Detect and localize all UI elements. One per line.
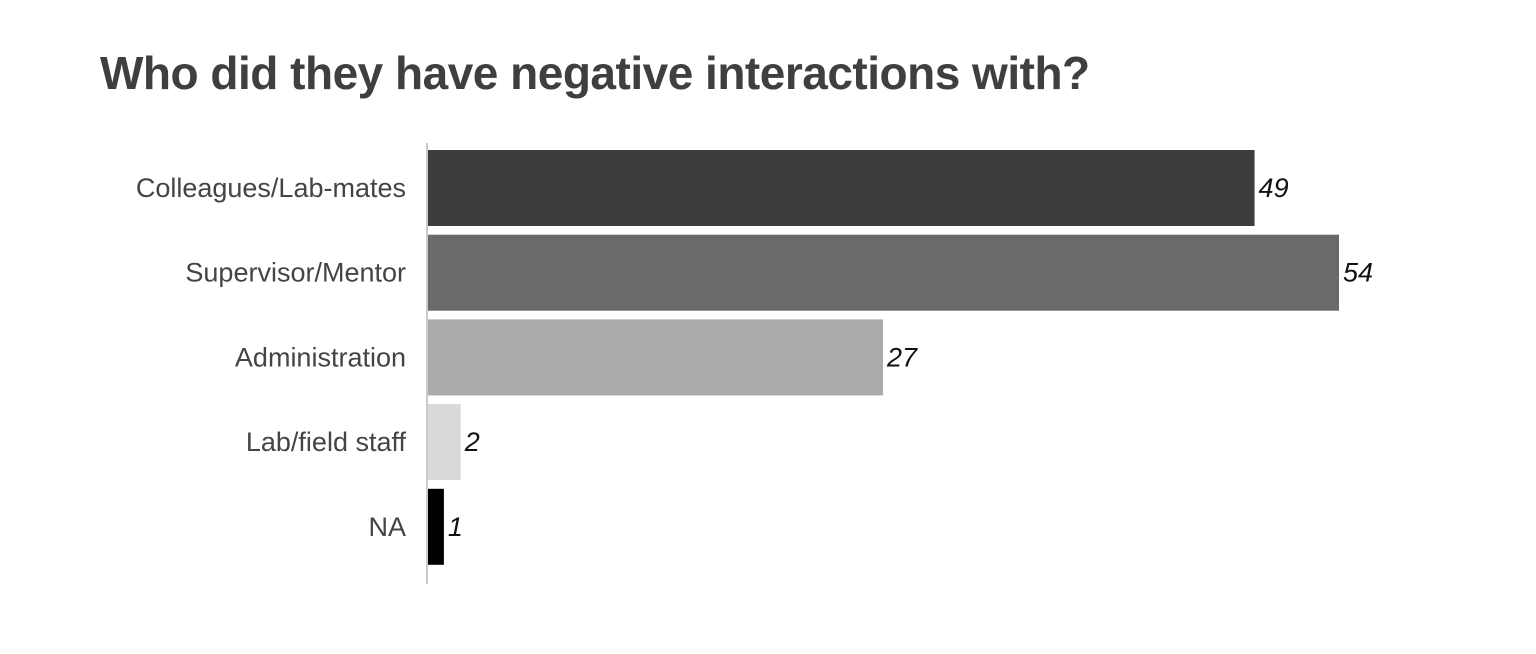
value-label: 2	[464, 427, 480, 457]
bars-layer: Colleagues/Lab-mates 49 Supervisor/Mentor 5…	[136, 150, 1373, 565]
category-label: NA	[368, 512, 406, 542]
bar	[427, 488, 444, 565]
value-label: 54	[1343, 258, 1373, 288]
category-label: Supervisor/Mentor	[185, 258, 406, 288]
bar	[427, 234, 1339, 311]
value-label: 27	[886, 342, 918, 372]
value-label: 1	[448, 512, 463, 542]
category-label: Administration	[235, 342, 406, 372]
bar	[427, 404, 461, 481]
category-label: Colleagues/Lab-mates	[136, 173, 406, 203]
chart-title: Who did they have negative interactions …	[100, 47, 1090, 99]
bar	[427, 319, 883, 396]
value-label: 49	[1259, 173, 1289, 203]
category-label: Lab/field staff	[246, 427, 407, 457]
bar	[427, 150, 1255, 226]
